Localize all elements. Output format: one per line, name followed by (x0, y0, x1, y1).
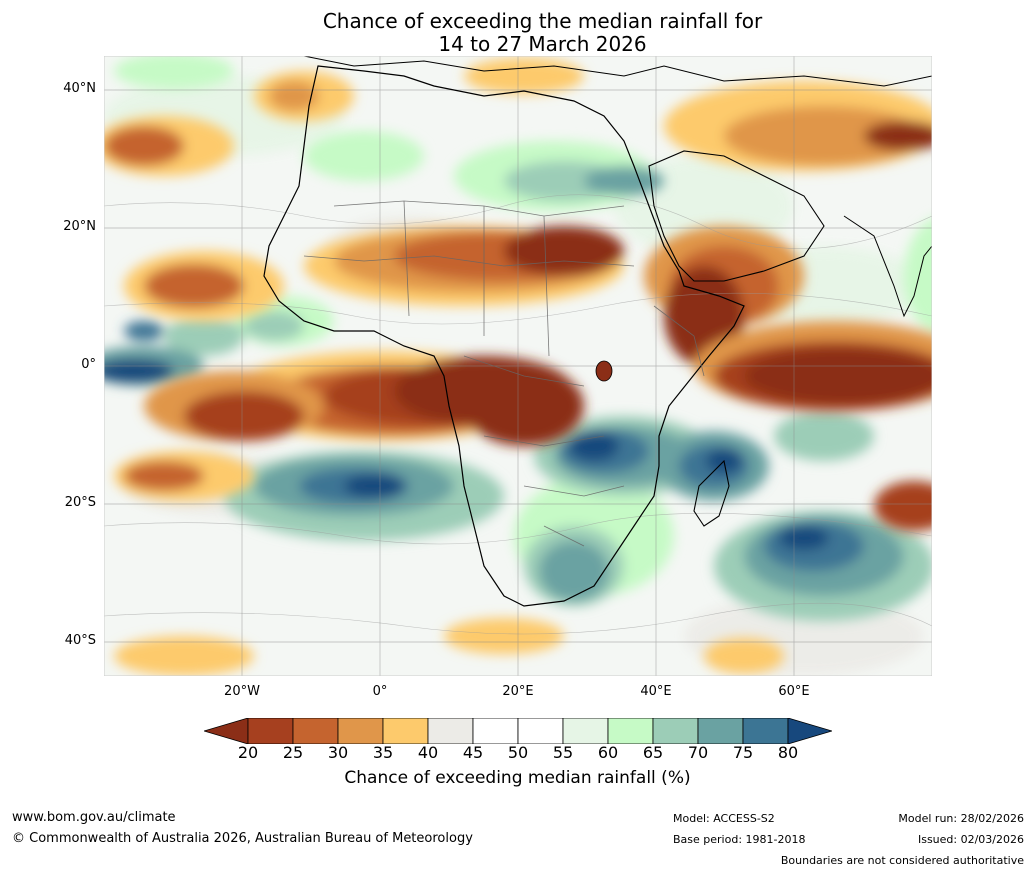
colorbar-tick-label: 70 (687, 743, 709, 762)
colorbar-swatches (202, 717, 834, 745)
colorbar-swatch (382, 717, 429, 745)
lat-label-40n: 40°N (63, 81, 96, 96)
colorbar-arrow-low (202, 717, 249, 745)
colorbar-tick-label: 30 (327, 743, 349, 762)
map-title-line2: 14 to 27 March 2026 (438, 32, 647, 56)
colorbar-tick-label: 80 (777, 743, 799, 762)
colorbar-tick-label: 65 (642, 743, 664, 762)
lon-label-20w: 20°W (224, 684, 260, 699)
map-title-line1: Chance of exceeding the median rainfall … (322, 9, 763, 33)
colorbar-swatch (292, 717, 339, 745)
colorbar-swatch (742, 717, 789, 745)
colorbar-tick-label: 50 (507, 743, 529, 762)
colorbar-tick-label: 45 (462, 743, 484, 762)
lon-label-20e: 20°E (502, 684, 534, 699)
arabia-coastline (648, 150, 825, 282)
colorbar-arrow-high (787, 717, 834, 745)
colorbar-swatch (247, 717, 294, 745)
website-link[interactable]: www.bom.gov.au/climate (12, 810, 176, 825)
model-run-text: Model run: 28/02/2026 (898, 812, 1024, 825)
colorbar-label: Chance of exceeding median rainfall (%) (344, 768, 691, 788)
model-text: Model: ACCESS-S2 (673, 812, 775, 825)
colorbar-tick-label: 40 (417, 743, 439, 762)
lat-label-40s: 40°S (64, 633, 96, 648)
disclaimer-text: Boundaries are not considered authoritat… (780, 854, 1024, 867)
colorbar-tick-label: 35 (372, 743, 394, 762)
colorbar-swatch (562, 717, 609, 745)
colorbar-swatch (337, 717, 384, 745)
colorbar-tick-label: 60 (597, 743, 619, 762)
colorbar-tick-label: 75 (732, 743, 754, 762)
colorbar-swatch (427, 717, 474, 745)
lat-label-0: 0° (81, 357, 96, 372)
issued-text: Issued: 02/03/2026 (917, 833, 1024, 846)
colorbar-swatch (697, 717, 744, 745)
lon-label-0: 0° (372, 684, 388, 699)
lat-label-20s: 20°S (64, 495, 96, 510)
rainfall-map (104, 56, 932, 676)
lon-label-40e: 40°E (640, 684, 672, 699)
map-canvas (104, 56, 932, 676)
lat-label-20n: 20°N (63, 219, 96, 234)
colorbar-tick-label: 55 (552, 743, 574, 762)
copyright-text: © Commonwealth of Australia 2026, Austra… (12, 831, 473, 846)
africa-coastline (263, 65, 745, 607)
colorbar-tick-label: 20 (237, 743, 259, 762)
colorbar-swatch (652, 717, 699, 745)
colorbar-swatch (472, 717, 519, 745)
colorbar-swatch (517, 717, 564, 745)
colorbar (202, 717, 834, 768)
lon-label-60e: 60°E (778, 684, 810, 699)
colorbar-swatch (607, 717, 654, 745)
base-period-text: Base period: 1981-2018 (673, 833, 806, 846)
colorbar-tick-label: 25 (282, 743, 304, 762)
madagascar-coastline (693, 459, 730, 527)
